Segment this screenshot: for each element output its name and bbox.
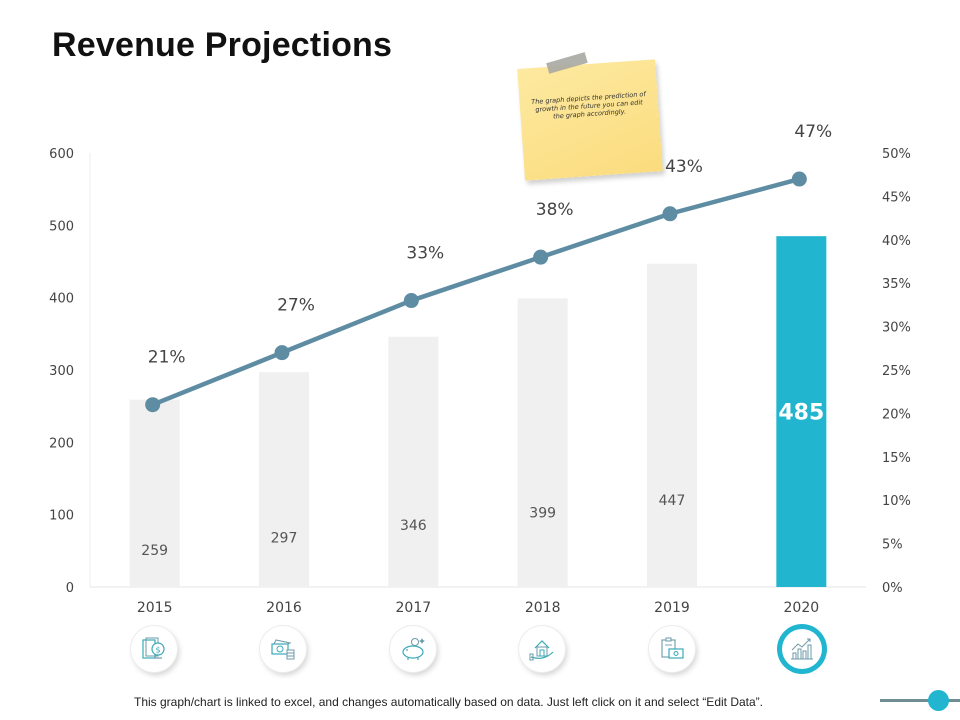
growth-label: 38%	[536, 200, 574, 220]
growth-marker-2017	[403, 293, 419, 309]
icon-button-2015[interactable]: $	[131, 626, 177, 672]
page-title: Revenue Projections	[52, 26, 393, 64]
growth-chart-icon	[791, 638, 813, 660]
left-tick-label: 200	[49, 436, 74, 451]
right-tick-label: 35%	[882, 277, 911, 292]
bar-2015	[129, 399, 180, 587]
bar-2020	[776, 236, 827, 587]
right-tick-label: 5%	[882, 538, 903, 553]
growth-marker-2016	[274, 345, 290, 361]
icon-row: $	[0, 626, 960, 682]
left-tick-label: 0	[66, 581, 74, 596]
line-series	[145, 171, 807, 413]
icon-button-2016[interactable]	[260, 626, 306, 672]
x-tick-label: 2018	[525, 600, 561, 616]
footer-note: This graph/chart is linked to excel, and…	[134, 695, 763, 709]
growth-line	[151, 176, 800, 407]
revenue-chart[interactable]: 0 100 200 300 400 500 600 0% 5% 10% 15% 20% 25% 30% 3…	[0, 0, 960, 620]
right-tick-label: 10%	[882, 494, 911, 509]
bar-value-label: 447	[659, 493, 686, 509]
right-tick-label: 20%	[882, 407, 911, 422]
growth-label: 43%	[665, 157, 703, 177]
left-tick-label: 400	[49, 292, 74, 307]
growth-label: 47%	[794, 122, 832, 142]
x-tick-label: 2015	[137, 600, 173, 616]
clipboard-money-icon	[661, 637, 684, 659]
right-tick-label: 40%	[882, 234, 911, 249]
growth-label: 33%	[406, 244, 444, 264]
left-tick-label: 100	[49, 509, 74, 524]
piggy-bank-icon	[402, 638, 425, 660]
slider-knob[interactable]	[928, 690, 949, 711]
line-labels: 21% 27% 33% 38% 43% 47%	[148, 122, 832, 368]
growth-marker-2019	[662, 206, 678, 222]
left-tick-label: 300	[49, 364, 74, 379]
bar-value-label: 297	[271, 531, 298, 547]
slide-progress-slider[interactable]	[880, 690, 960, 711]
right-tick-label: 0%	[882, 581, 903, 596]
bar-value-label: 259	[141, 543, 168, 559]
slider-track	[880, 699, 960, 702]
x-tick-label: 2020	[784, 600, 820, 616]
x-axis: 2015 2016 2017 2018 2019 2020	[137, 600, 819, 616]
bar-2016	[259, 372, 309, 587]
bar-2018	[517, 298, 568, 587]
x-tick-label: 2019	[654, 600, 690, 616]
left-axis: 0 100 200 300 400 500 600	[49, 147, 74, 596]
bar-value-label: 346	[400, 518, 427, 534]
bar-2019	[647, 263, 697, 587]
right-tick-label: 45%	[882, 190, 911, 205]
left-tick-label: 600	[49, 147, 74, 162]
icon-button-2017[interactable]	[390, 626, 436, 672]
right-tick-label: 25%	[882, 364, 911, 379]
right-tick-label: 30%	[882, 321, 911, 336]
growth-marker-2015	[145, 397, 161, 413]
x-tick-label: 2017	[396, 600, 432, 616]
house-in-hand-icon	[529, 640, 554, 661]
bar-value-label: 485	[778, 401, 824, 426]
left-tick-label: 500	[49, 219, 74, 234]
money-coins-icon	[271, 639, 295, 660]
growth-marker-2020	[791, 171, 807, 187]
right-tick-label: 15%	[882, 451, 911, 466]
sticky-note[interactable]: The graph depicts the prediction of grow…	[517, 52, 663, 181]
bar-series	[129, 236, 827, 587]
growth-marker-2018	[533, 249, 549, 265]
bar-labels: 259 297 346 399 447 485	[141, 401, 824, 559]
right-tick-label: 50%	[882, 147, 911, 162]
right-axis: 0% 5% 10% 15% 20% 25% 30% 35% 40% 45% 50%	[882, 147, 911, 596]
icon-button-2018[interactable]	[519, 626, 565, 672]
bar-2017	[388, 336, 439, 587]
x-tick-label: 2016	[266, 600, 302, 616]
cash-dollar-icon: $	[142, 637, 165, 659]
icon-button-2020[interactable]	[782, 629, 822, 669]
growth-label: 21%	[148, 348, 186, 368]
svg-text:$: $	[155, 646, 160, 655]
bar-value-label: 399	[529, 506, 556, 522]
icon-button-2019[interactable]	[649, 626, 695, 672]
growth-label: 27%	[277, 296, 315, 316]
sticky-note-text: The graph depicts the prediction of grow…	[530, 90, 646, 121]
